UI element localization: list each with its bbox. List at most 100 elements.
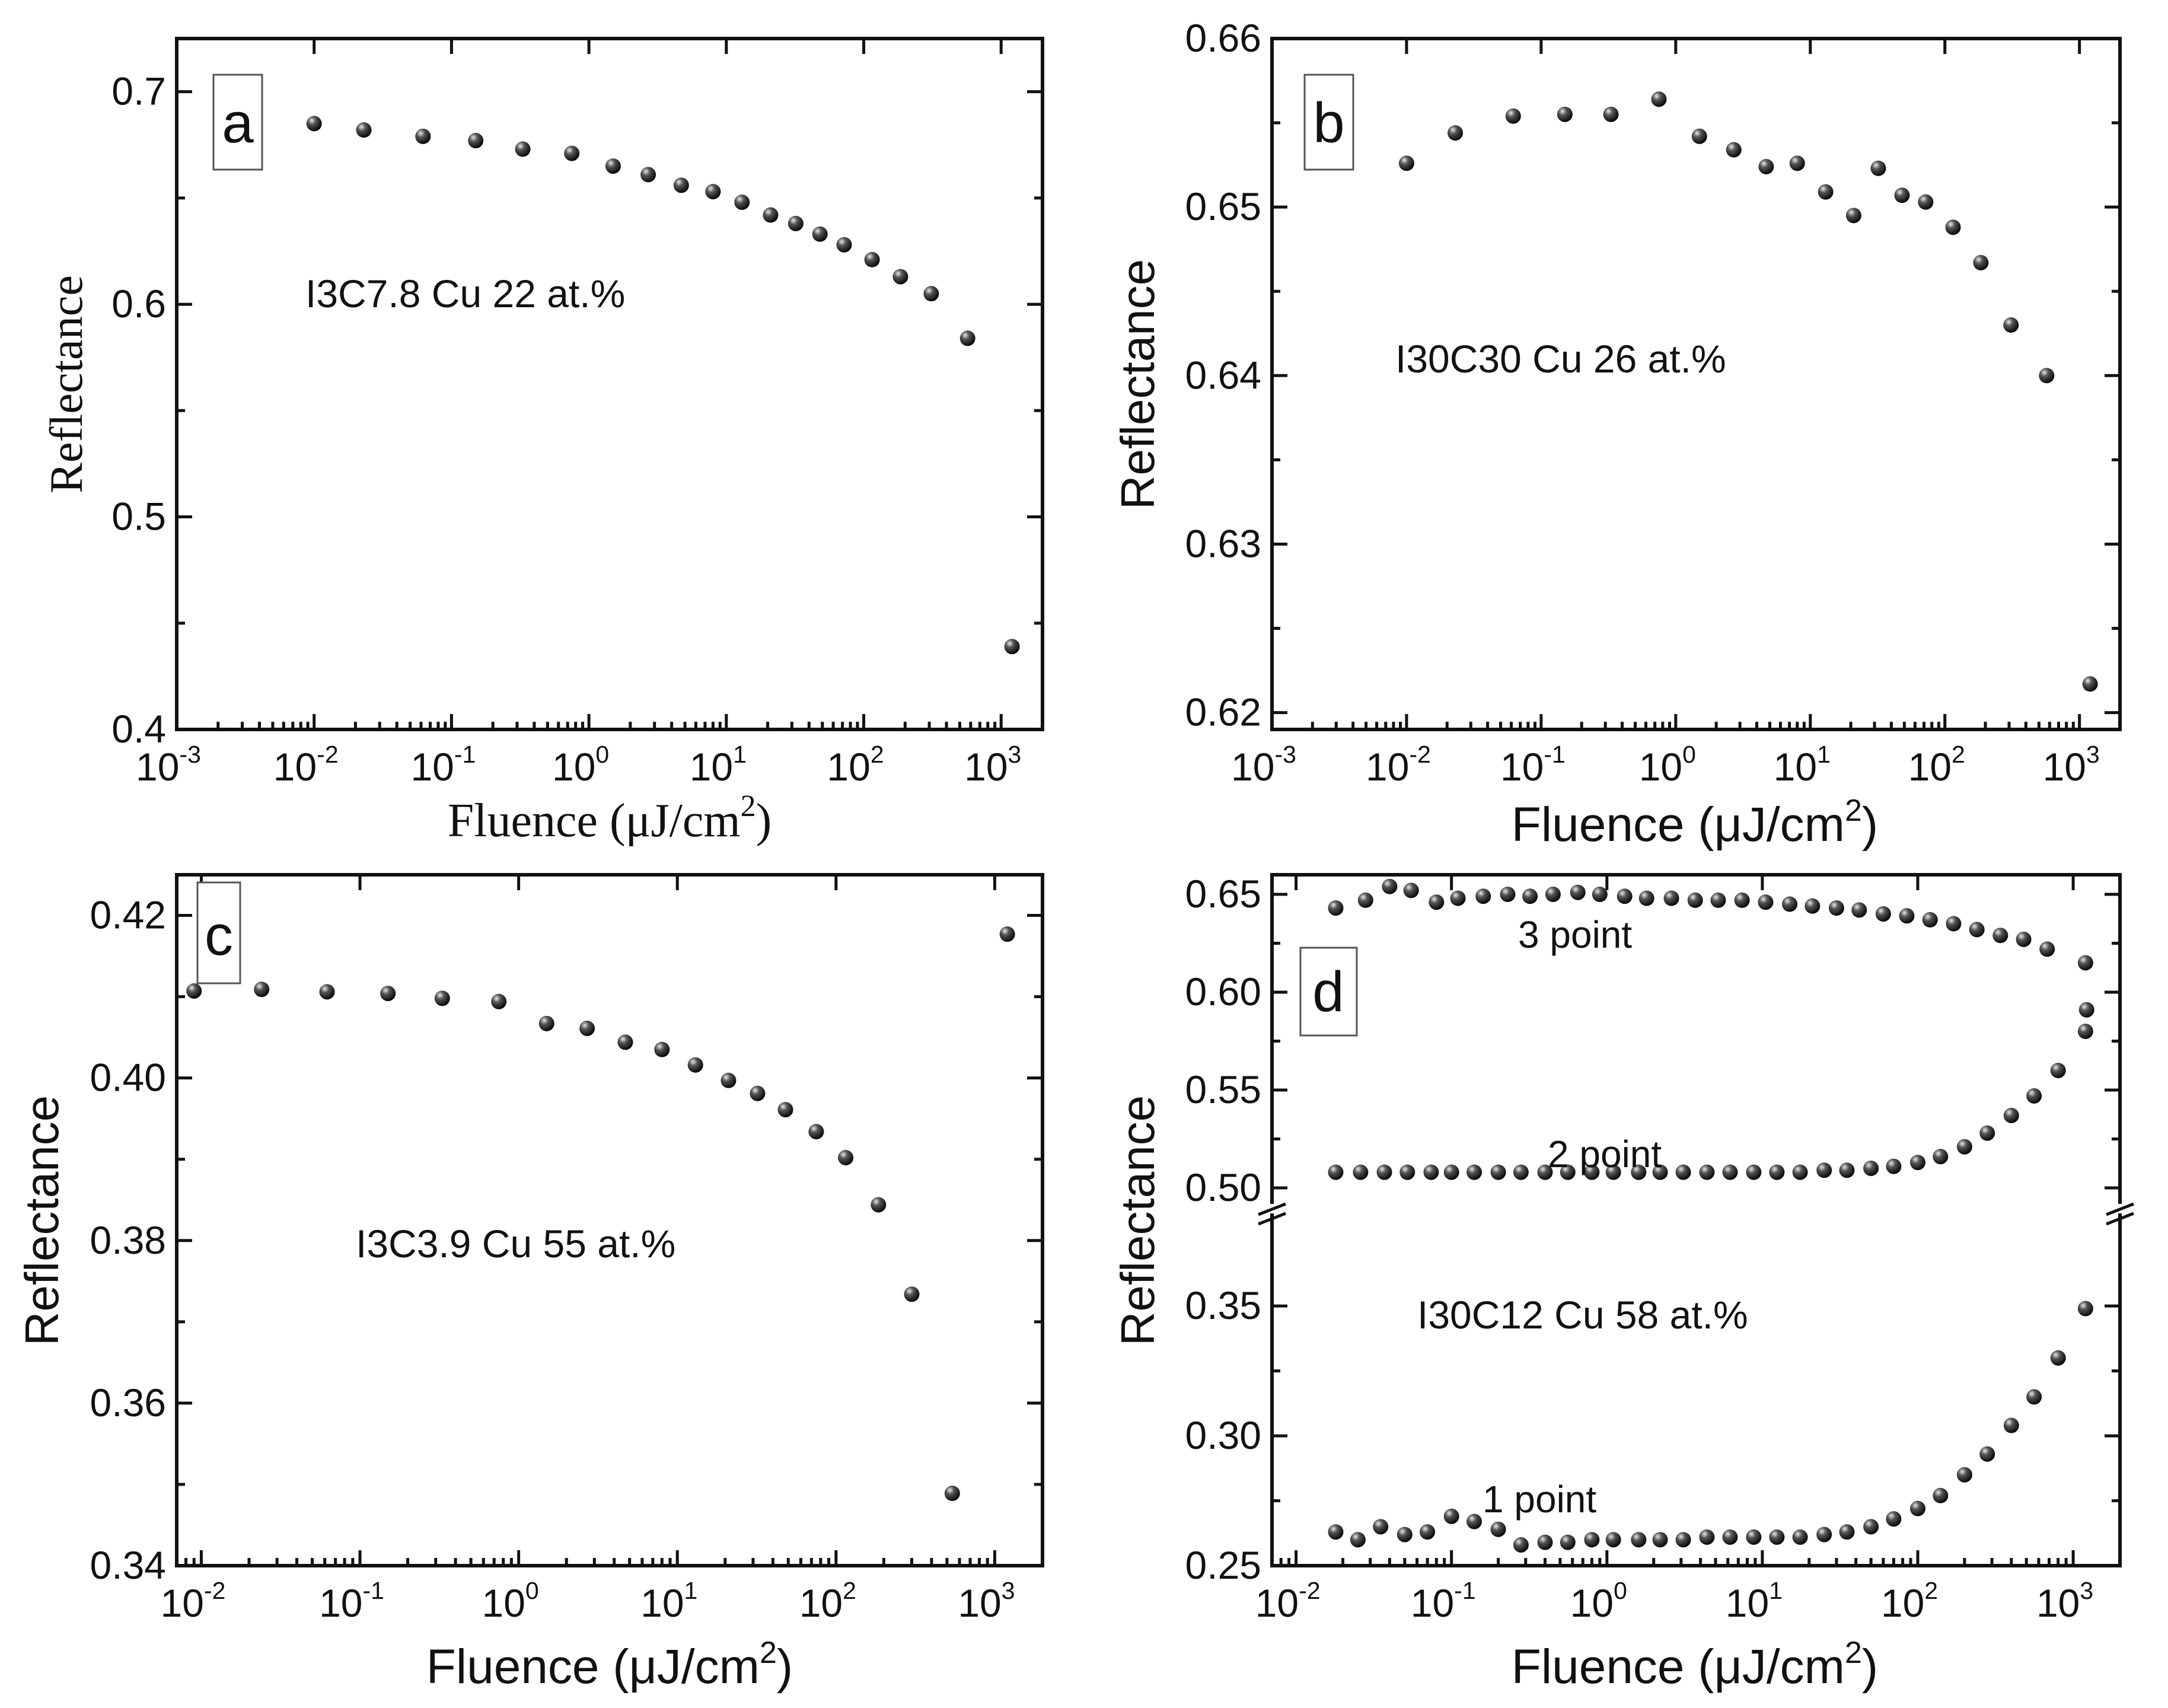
panel-d-data-point (1373, 1519, 1389, 1535)
panel-b-data-point (2039, 368, 2055, 384)
panel-a-data-point (564, 145, 580, 161)
panel-d-x-tick-label: 10-1 (1411, 1577, 1476, 1625)
panel-d-data-point (2003, 1417, 2019, 1433)
panel-d-label: d (1312, 960, 1344, 1024)
panel-c-y-tick-label: 0.42 (90, 893, 166, 937)
panel-d-data-point (1605, 1532, 1621, 1548)
panel-d-data-point (1423, 1164, 1439, 1180)
panel-d-data-point (1792, 1164, 1808, 1180)
panel-d-data-point (1922, 912, 1938, 928)
panel-d-data-point (1699, 1164, 1715, 1180)
panel-d-data-point (2050, 1350, 2066, 1366)
panel-d-data-point (1475, 888, 1491, 904)
panel-d-data-point (1734, 892, 1750, 908)
panel-d-series-label-1-point: 1 point (1482, 1478, 1596, 1521)
panel-d-data-point (1722, 1164, 1738, 1180)
panel-d-data-point (1500, 886, 1516, 902)
panel-b-data-point (1726, 142, 1742, 158)
panel-a-data-point (763, 207, 779, 223)
panel-a-plot-frame (175, 37, 1044, 731)
panel-a-ticks (175, 39, 1042, 731)
panel-b-tick-labels: 10-3 10-2 10-1 100 101 102 103 0.62 0.63 0.64 0.65… (1185, 16, 2100, 789)
panel-d-data-point (1663, 890, 1679, 906)
panel-d-data-point (1652, 1532, 1668, 1548)
panel-a-data-point (734, 195, 750, 211)
panel-d-data-point (1638, 890, 1654, 906)
panel-d-data-point (2050, 1062, 2066, 1078)
panel-a-data-point (415, 128, 431, 144)
panel-b-data-point (1818, 184, 1834, 200)
panel-c-data-point (687, 1057, 703, 1073)
panel-b-label: b (1313, 91, 1344, 155)
panel-d-y-tick-label: 0.35 (1185, 1283, 1261, 1327)
panel-c-data-point (319, 984, 335, 1000)
panel-b-y-tick-label: 0.66 (1185, 16, 1261, 60)
panel-d-series-label-2-point: 2 point (1548, 1133, 1662, 1175)
panel-d-chart: 10-2 10-1 100 101 102 103 0.25 0.30 0.35 0.50 0.55… (1111, 872, 2134, 1694)
panel-d-data-point (1560, 1534, 1576, 1550)
panel-b-data-point (1651, 91, 1667, 107)
panel-b-y-tick-label: 0.65 (1185, 184, 1261, 228)
panel-d-data-point (1466, 1513, 1482, 1529)
panel-d-data-point (1886, 1511, 1902, 1527)
panel-a-data-point (605, 158, 621, 174)
panel-c-data-point (777, 1102, 793, 1118)
panel-c-data-point (434, 990, 450, 1006)
panel-d-data-point (1570, 884, 1586, 900)
panel-a-y-tick-label: 0.4 (111, 707, 166, 751)
panel-d-data-point (1397, 1527, 1413, 1543)
panel-d-data-point (1350, 1532, 1366, 1548)
panel-b-data-point (1918, 194, 1934, 210)
panel-d-data-point (1851, 902, 1867, 918)
panel-d-data-point (1933, 1487, 1949, 1503)
panel-c-data-point (380, 986, 396, 1002)
panel-c-data-point (999, 926, 1015, 942)
panel-d-data-point (1513, 1164, 1529, 1180)
panel-d-data-point (1399, 1164, 1415, 1180)
panel-d-data-point (1992, 928, 2008, 944)
panel-b-y-tick-label: 0.64 (1185, 353, 1261, 397)
panel-a-y-axis-label: Reflectance (40, 275, 92, 493)
panel-c-x-tick-label: 10-2 (161, 1577, 226, 1625)
panel-d-data-point (1353, 1164, 1369, 1180)
panel-d-data-point (1910, 1500, 1925, 1516)
panel-d-data-point (1828, 900, 1844, 916)
panel-b-data-point (1973, 254, 1989, 270)
panel-d-data-point (1490, 1164, 1506, 1180)
panel-a-data-point (864, 251, 880, 267)
panel-c-label: c (205, 904, 233, 967)
panel-d-data-point (1382, 878, 1398, 894)
panel-c-y-tick-label: 0.38 (90, 1218, 166, 1262)
panel-a-x-tick-label: 10-1 (410, 741, 476, 789)
panel-d-y-tick-label: 0.50 (1185, 1165, 1261, 1209)
panel-b-x-axis-label: Fluence (μJ/cm2) (1512, 794, 1878, 852)
panel-d-data-point (1466, 1164, 1482, 1180)
panel-d-data-point (1933, 1149, 1949, 1165)
panel-d-data-point (1710, 892, 1726, 908)
panel-d-data-point (1687, 892, 1703, 908)
panel-d-data-point (2026, 1389, 2042, 1405)
panel-d-data-point (1804, 898, 1821, 914)
panel-d-y-axis-label: Reflectance (1111, 1095, 1164, 1346)
panel-a-annotation: I3C7.8 Cu 22 at.% (305, 272, 625, 316)
panel-b-data-point (1945, 219, 1961, 235)
panel-b-data-point (1870, 160, 1886, 176)
panel-d-data-point (1758, 894, 1774, 910)
panel-d-data-point (1513, 1537, 1529, 1553)
panel-c-data-point (750, 1085, 766, 1101)
panel-c-data-point (654, 1041, 670, 1057)
panel-a-data-point (836, 237, 852, 253)
panel-a-y-tick-label: 0.7 (111, 69, 166, 113)
panel-d-data-point (2078, 1002, 2094, 1018)
panel-a-label: a (222, 91, 254, 155)
panel-a-x-tick-label: 10-2 (273, 741, 339, 789)
panel-d-series-label-3-point: 3 point (1518, 913, 1632, 956)
panel-b-data-point (1398, 155, 1414, 171)
panel-d-data-point (1584, 1164, 1600, 1180)
panel-d-data-point (1328, 1524, 1344, 1540)
panel-d-data-point (1910, 1155, 1925, 1171)
panel-d-data-point (1675, 1164, 1691, 1180)
panel-b-data-point (1845, 208, 1861, 224)
panel-d-plot-frame (1270, 873, 2122, 1567)
